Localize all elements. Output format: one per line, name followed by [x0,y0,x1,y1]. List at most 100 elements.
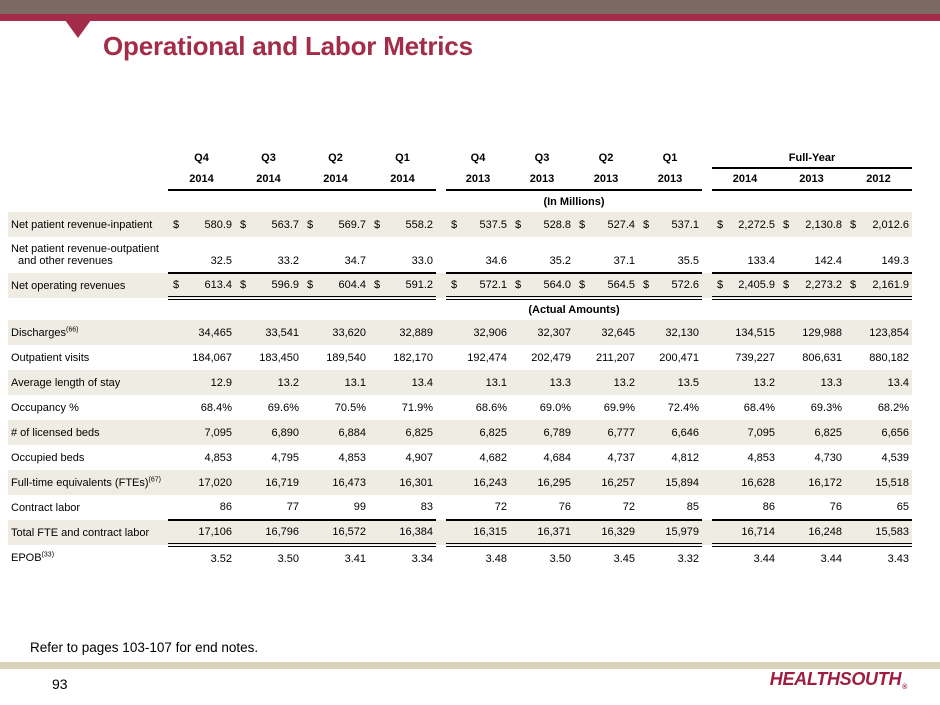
band-spacer [8,298,168,320]
col-header-q2-2014: Q2 [328,152,343,164]
row-label: Average length of stay [11,376,121,389]
cell-value: 806,631 [802,351,842,364]
cell-value: 189,540 [326,351,366,364]
cell-value: 16,371 [537,526,571,538]
cell-value: 37.1 [613,255,635,267]
value-cell: 3.50 [235,545,302,570]
value-cell: $2,130.8 [778,212,845,237]
row-label: Occupied beds [11,451,85,464]
currency-symbol: $ [451,279,458,291]
table-row: Full-time equivalents (FTEs)(67) 17,020 16… [8,470,913,495]
cell-value: 16,719 [265,476,299,489]
group-gap [702,395,712,420]
year-header-row: 2014 2014 2014 2014 2013 2013 2013 2013 … [8,168,913,191]
top-maroon-bar [0,14,940,21]
value-cell: 16,473 [302,470,369,495]
group-gap [436,345,446,370]
value-cell: 13.2 [712,370,778,395]
value-cell: 4,539 [845,445,912,470]
value-cell: 6,656 [845,420,912,445]
currency-symbol: $ [717,218,724,231]
cell-value: 604.4 [338,279,366,291]
band-spacer [168,298,436,320]
value-cell: $604.4 [302,273,369,300]
value-cell: 72 [446,495,510,521]
cell-value: 15,583 [875,526,910,538]
row-label: Net operating revenues [11,279,126,292]
group-gap [702,212,712,237]
value-cell: 16,243 [446,470,510,495]
band-spacer [168,190,436,212]
group-gap [436,168,446,190]
cell-value: 16,628 [741,476,775,489]
year-header: 2014 [235,168,302,191]
value-cell: 4,853 [712,445,778,470]
row-label: Net patient revenue-outpatient and other … [11,243,159,267]
group-gap [702,148,712,168]
cell-value: 4,684 [543,451,571,464]
row-label: Total FTE and contract labor [11,526,150,539]
value-cell: 4,682 [446,445,510,470]
cell-value: 6,825 [405,426,433,439]
cell-value: 2,012.6 [872,218,910,231]
value-cell: 6,646 [638,420,702,445]
value-cell: $580.9 [168,212,235,237]
currency-symbol: $ [374,279,381,291]
group-gap [702,273,712,298]
year-header: 2014 [712,168,778,191]
currency-symbol: $ [307,218,314,231]
cell-value: 4,812 [671,451,699,464]
top-accent-bar [0,0,940,14]
value-cell: 182,170 [369,345,436,370]
cell-value: 16,572 [332,526,366,538]
cell-value: 68.2% [877,401,910,414]
cell-value: 13.2 [277,376,299,389]
group-gap [436,148,446,168]
cell-value: 202,479 [531,351,571,364]
value-cell: 99 [302,495,369,521]
value-cell: 16,248 [778,520,845,547]
currency-symbol: $ [643,218,650,231]
cell-value: 16,714 [741,526,775,538]
value-cell: 34.6 [446,237,510,274]
value-cell: 739,227 [712,345,778,370]
cell-value: 16,301 [399,476,433,489]
cell-value: 86 [762,501,775,513]
value-cell: 37.1 [574,237,638,274]
value-cell: 13.3 [510,370,574,395]
group-gap [702,470,712,495]
metrics-table-body: (In Millions) Net patient revenue-inpatie… [8,190,913,570]
group-gap [436,212,446,237]
cell-value: 16,295 [537,476,571,489]
value-cell: 32,130 [638,320,702,345]
value-cell: $572.6 [638,273,702,300]
value-cell: 69.9% [574,395,638,420]
cell-value: 76 [829,501,842,513]
currency-symbol: $ [783,218,790,231]
value-cell: 7,095 [712,420,778,445]
value-cell: 142.4 [778,237,845,274]
value-cell: 70.5% [302,395,369,420]
value-cell: 13.2 [235,370,302,395]
value-cell: 68.4% [712,395,778,420]
band-spacer [712,298,912,320]
value-cell: 3.43 [845,545,912,570]
currency-symbol: $ [515,279,522,291]
year-header: 2013 [446,168,510,191]
row-label: Contract labor [11,501,81,514]
cell-value: 16,329 [601,526,635,538]
value-cell: 32,906 [446,320,510,345]
value-cell: 13.4 [369,370,436,395]
table-row: EPOB(33) 3.52 3.50 3.41 3.34 3.48 3.50 3.45 3.32… [8,545,912,570]
cell-value: 34.7 [344,255,366,267]
cell-value: 4,795 [271,451,299,464]
value-cell: 69.3% [778,395,845,420]
cell-value: 34.6 [485,255,507,267]
cell-value: 99 [353,501,366,513]
currency-symbol: $ [173,218,180,231]
cell-value: 192,474 [467,351,507,364]
row-label: EPOB(33) [11,550,55,564]
year-header: 2012 [845,168,913,191]
full-year-header: Full-Year [712,148,913,169]
currency-symbol: $ [579,279,586,291]
